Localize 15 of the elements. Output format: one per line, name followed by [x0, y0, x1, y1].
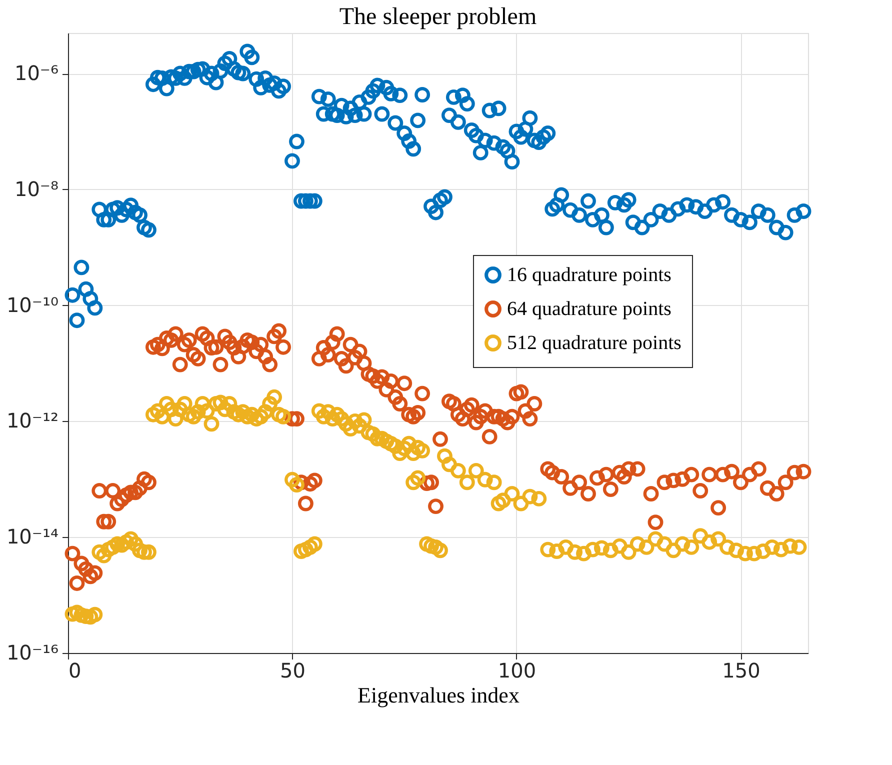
y-tick-label: 10⁻¹⁴: [6, 524, 58, 549]
y-tick-label: 10⁻¹⁶: [6, 640, 58, 664]
x-tick-label: 150: [722, 658, 760, 682]
legend-label: 16 quadrature points: [507, 264, 672, 286]
y-tick-label: 10⁻¹²: [6, 408, 58, 433]
y-tick-label: 10⁻⁸: [14, 176, 58, 201]
legend-label: 64 quadrature points: [507, 298, 672, 320]
x-axis-title: Eigenvalues index: [358, 682, 520, 708]
y-tick-label: 10⁻¹⁰: [6, 292, 58, 317]
x-tick-label: 0: [68, 658, 82, 682]
y-tick-label: 10⁻⁶: [14, 61, 58, 86]
x-tick-label: 100: [498, 658, 536, 682]
x-tick-label: 50: [280, 658, 306, 682]
chart-title: The sleeper problem: [339, 4, 537, 30]
legend-label: 512 quadrature points: [507, 332, 682, 354]
